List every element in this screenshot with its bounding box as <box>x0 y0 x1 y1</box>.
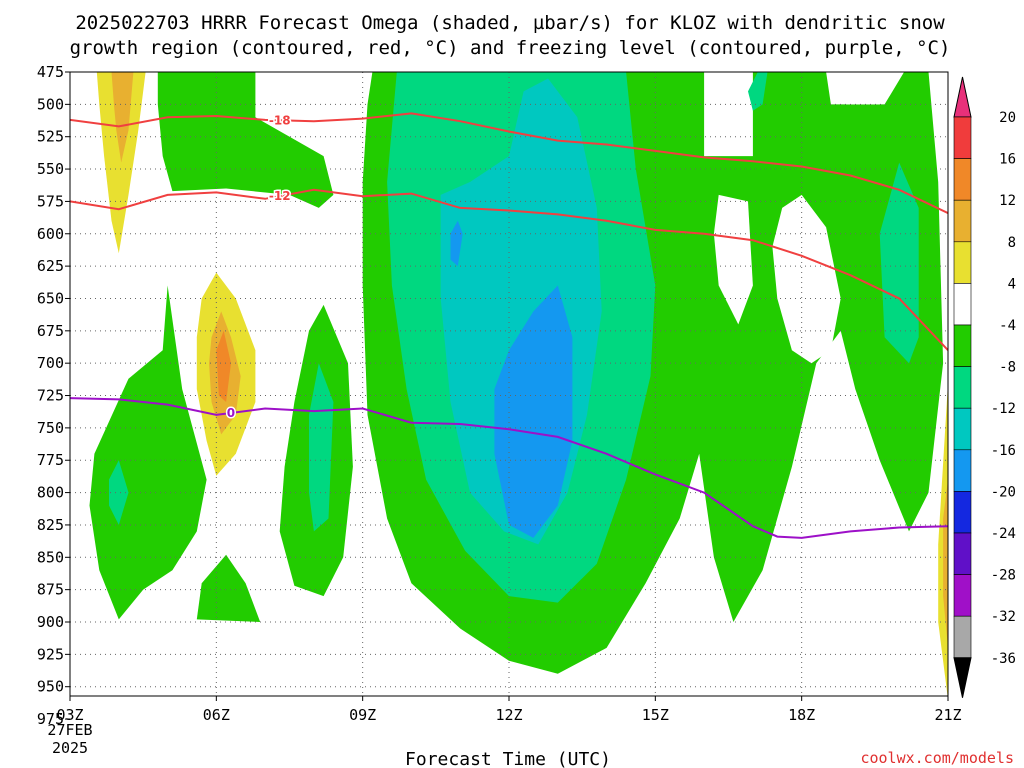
omega-region-1 <box>89 285 207 620</box>
omega-region-4 <box>309 363 334 532</box>
omega-region-0 <box>157 72 334 208</box>
colorbar-bin-3 <box>953 199 972 243</box>
colorbar-bin-7 <box>953 366 972 409</box>
chart-title-line2: growth region (contoured, red, °C) and f… <box>70 37 951 59</box>
plot-area: -18 -12 0 475 500 525 550 575 600 625 650 675 700 725… <box>37 63 962 728</box>
contour-label-1: -12 <box>269 189 291 203</box>
colorbar-bin-12 <box>953 574 972 617</box>
colorbar: 20 16 12 8 4 -4 -8 -12 -16 -20 -24 -28 -32 -36 <box>953 76 1016 698</box>
omega-region-5 <box>109 460 129 525</box>
contour-label-0: -18 <box>269 113 291 127</box>
contour-label-2: 0 <box>227 406 235 420</box>
contour-line-0 <box>70 112 948 215</box>
colorbar-label-6: -8 <box>999 360 1016 376</box>
colorbar-bin-10 <box>953 491 972 534</box>
y-tick-label-800: 800 <box>37 484 64 502</box>
x-tick-label-15Z: 15Z <box>642 706 669 724</box>
omega-region-9 <box>835 72 885 105</box>
colorbar-bin-1 <box>953 116 972 159</box>
y-tick-label-500: 500 <box>37 95 64 113</box>
omega-region-8 <box>713 194 753 325</box>
y-tick-label-950: 950 <box>37 678 64 696</box>
colorbar-label-12: -32 <box>991 609 1016 625</box>
omega-region-22 <box>943 479 948 648</box>
y-tick-label-775: 775 <box>37 451 64 469</box>
y-tick-label-650: 650 <box>37 289 64 307</box>
omega-region-11 <box>748 72 768 111</box>
colorbar-bin-2 <box>953 158 972 201</box>
contour-line-1 <box>70 188 948 351</box>
x-tick-label-09Z: 09Z <box>349 706 376 724</box>
colorbar-label-7: -12 <box>991 401 1016 417</box>
colorbar-bin-5 <box>953 283 972 326</box>
omega-region-15 <box>450 220 463 267</box>
y-tick-label-525: 525 <box>37 128 64 146</box>
colorbar-label-13: -36 <box>991 651 1016 667</box>
y-tick-label-575: 575 <box>37 192 64 210</box>
y-tick-label-550: 550 <box>37 160 64 178</box>
omega-region-16 <box>96 72 146 254</box>
omega-region-12 <box>879 162 919 364</box>
date-label-year: 2025 <box>52 739 88 757</box>
y-tick-label-925: 925 <box>37 645 64 663</box>
omega-region-2 <box>196 554 261 622</box>
x-tick-label-06Z: 06Z <box>203 706 230 724</box>
omega-region-20 <box>216 330 231 402</box>
colorbar-label-4: 4 <box>1008 276 1016 292</box>
x-tick-label-12Z: 12Z <box>495 706 522 724</box>
colorbar-label-5: -4 <box>999 318 1016 334</box>
colorbar-bin-9 <box>953 449 972 492</box>
chart-title-line1: 2025022703 HRRR Forecast Omega (shaded, … <box>75 12 945 34</box>
x-tick-label-21Z: 21Z <box>934 706 961 724</box>
y-tick-label-725: 725 <box>37 387 64 405</box>
date-label-day: 27FEB <box>47 721 92 739</box>
y-tick-label-625: 625 <box>37 257 64 275</box>
y-tick-label-975: 975 <box>37 710 64 728</box>
colorbar-label-3: 8 <box>1008 235 1016 251</box>
credit-text: coolwx.com/models <box>860 749 1014 767</box>
omega-region-17 <box>111 72 134 163</box>
colorbar-bin-top <box>953 76 972 118</box>
colorbar-label-11: -28 <box>991 568 1016 584</box>
x-axis-label: Forecast Time (UTC) <box>405 749 611 768</box>
colorbar-label-10: -24 <box>991 526 1016 542</box>
y-tick-label-475: 475 <box>37 63 64 81</box>
colorbar-bin-6 <box>953 324 972 367</box>
y-tick-label-850: 850 <box>37 548 64 566</box>
y-tick-label-750: 750 <box>37 419 64 437</box>
colorbar-bin-8 <box>953 407 972 451</box>
colorbar-bin-bottom <box>953 657 972 698</box>
y-tick-label-700: 700 <box>37 354 64 372</box>
colorbar-bin-11 <box>953 532 972 575</box>
y-tick-label-675: 675 <box>37 322 64 340</box>
omega-region-7 <box>772 194 841 364</box>
colorbar-label-8: -16 <box>991 443 1016 459</box>
y-tick-label-875: 875 <box>37 581 64 599</box>
contour-line-2 <box>70 397 948 539</box>
colorbar-label-1: 16 <box>999 152 1016 168</box>
colorbar-label-0: 20 <box>999 110 1016 126</box>
colorbar-bin-13 <box>953 615 972 659</box>
y-tick-label-600: 600 <box>37 225 64 243</box>
colorbar-bin-4 <box>953 241 972 284</box>
plot-inner <box>70 72 948 696</box>
y-tick-label-825: 825 <box>37 516 64 534</box>
colorbar-label-2: 12 <box>999 193 1016 209</box>
colorbar-label-9: -20 <box>991 484 1016 500</box>
x-tick-label-03Z: 03Z <box>56 706 83 724</box>
x-tick-label-18Z: 18Z <box>788 706 815 724</box>
y-tick-label-900: 900 <box>37 613 64 631</box>
omega-region-14 <box>494 285 573 538</box>
